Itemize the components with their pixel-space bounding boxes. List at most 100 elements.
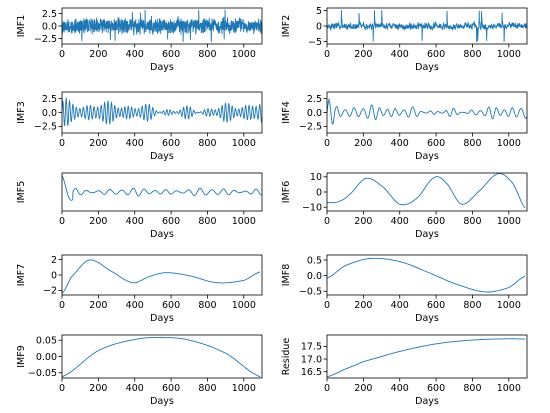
y-tick-label: 0.0 xyxy=(42,108,57,119)
x-tick-label: 200 xyxy=(89,216,107,227)
x-tick-label: 0 xyxy=(324,138,330,149)
panel-imf9: 0 200 400 600 800 1000 0.05 0.00 −0.05 Days IMF9 xyxy=(16,334,263,407)
x-tick-label: 1000 xyxy=(232,216,256,227)
x-tick-label: 800 xyxy=(463,49,481,60)
axes-frame xyxy=(61,172,263,212)
x-tick-label: 200 xyxy=(89,300,107,311)
x-tick-label: 600 xyxy=(427,49,445,60)
series-line-imf9 xyxy=(62,337,261,378)
x-tick-label: 400 xyxy=(391,216,409,227)
y-axis-label: IMF1 xyxy=(16,15,27,38)
x-tick-label: 600 xyxy=(427,216,445,227)
panel-residue: 0 200 400 600 800 1000 17.517.0 16.5 Days Residue xyxy=(281,334,528,407)
x-tick-label: 600 xyxy=(427,138,445,149)
axes-frame xyxy=(61,254,263,296)
y-tick-label: 0.5 xyxy=(307,255,322,266)
x-tick-label: 400 xyxy=(126,216,144,227)
y-tick-label: 17.5 xyxy=(301,342,322,353)
x-tick-label: 600 xyxy=(427,300,445,311)
y-tick-label: −10 xyxy=(302,203,322,214)
x-tick-label: 400 xyxy=(391,300,409,311)
y-tick-label: −2.5 xyxy=(34,122,57,133)
x-tick-label: 400 xyxy=(126,300,144,311)
axes-frame xyxy=(61,334,263,379)
y-axis-label: Residue xyxy=(281,338,292,376)
x-tick-label: 200 xyxy=(89,138,107,149)
y-tick-label: 2 xyxy=(51,255,57,266)
y-axis-label: IMF9 xyxy=(16,345,27,368)
x-tick-label: 400 xyxy=(391,138,409,149)
x-axis-label: Days xyxy=(150,396,174,407)
x-tick-label: 800 xyxy=(198,138,216,149)
panel-imf4: 0 200 400 600 800 1000 2.5 0.0 −2.5 Days IMF4 xyxy=(281,91,528,162)
y-tick-label: 16.5 xyxy=(301,367,322,378)
x-tick-label: 600 xyxy=(162,300,180,311)
x-tick-label: 1000 xyxy=(497,383,521,394)
axes-frame xyxy=(326,334,528,379)
panel-imf5: 0 200 400 600 800 1000 Days IMF5 xyxy=(16,172,263,240)
x-axis-label: Days xyxy=(415,62,439,73)
y-tick-label: 0.0 xyxy=(42,21,57,32)
series-line-imf5 xyxy=(62,175,262,201)
y-tick-label: 5 xyxy=(316,6,322,17)
y-axis-label: IMF4 xyxy=(281,101,292,124)
x-tick-label: 1000 xyxy=(497,216,521,227)
series-line-imf6 xyxy=(327,173,526,209)
x-tick-label: 200 xyxy=(89,383,107,394)
x-axis-label: Days xyxy=(150,313,174,324)
x-tick-label: 600 xyxy=(427,383,445,394)
x-axis-label: Days xyxy=(150,229,174,240)
x-tick-label: 800 xyxy=(463,138,481,149)
x-axis-label: Days xyxy=(415,396,439,407)
x-tick-label: 800 xyxy=(198,300,216,311)
x-tick-label: 200 xyxy=(354,383,372,394)
y-axis-label: IMF8 xyxy=(281,264,292,287)
x-axis-label: Days xyxy=(150,62,174,73)
y-tick-label: 0 xyxy=(316,187,322,198)
y-tick-label: −0.05 xyxy=(28,368,57,379)
y-axis-label: IMF3 xyxy=(16,101,27,124)
x-tick-label: 800 xyxy=(198,49,216,60)
y-tick-label: −2 xyxy=(43,286,57,297)
x-tick-label: 0 xyxy=(59,138,65,149)
x-axis-label: Days xyxy=(415,151,439,162)
x-tick-label: 0 xyxy=(59,300,65,311)
x-tick-label: 600 xyxy=(162,138,180,149)
x-tick-label: 0 xyxy=(324,383,330,394)
x-tick-label: 0 xyxy=(59,383,65,394)
x-tick-label: 800 xyxy=(463,300,481,311)
series-line-imf4 xyxy=(327,98,527,125)
x-tick-label: 1000 xyxy=(232,383,256,394)
x-axis-label: Days xyxy=(150,151,174,162)
x-tick-label: 400 xyxy=(391,49,409,60)
x-axis-label: Days xyxy=(415,229,439,240)
y-tick-label: 2.5 xyxy=(42,94,57,105)
y-axis-label: IMF7 xyxy=(16,264,27,287)
x-tick-label: 0 xyxy=(59,49,65,60)
y-tick-label: 0.0 xyxy=(307,108,322,119)
x-axis-label: Days xyxy=(415,313,439,324)
x-tick-label: 400 xyxy=(391,383,409,394)
y-axis-label: IMF6 xyxy=(281,181,292,204)
axes-frame xyxy=(326,254,528,296)
x-tick-label: 1000 xyxy=(232,300,256,311)
y-tick-label: 2.5 xyxy=(42,9,57,20)
y-tick-label: −2.5 xyxy=(34,34,57,45)
y-tick-label: 0.05 xyxy=(36,336,57,347)
x-tick-label: 200 xyxy=(89,49,107,60)
x-tick-label: 400 xyxy=(126,49,144,60)
panel-imf3: 0 200 400 600 800 1000 2.5 0.0 −2.5 Days IMF3 xyxy=(16,91,263,162)
x-tick-label: 800 xyxy=(463,216,481,227)
y-tick-label: 0.0 xyxy=(307,271,322,282)
x-tick-label: 0 xyxy=(324,300,330,311)
x-tick-label: 600 xyxy=(162,216,180,227)
y-tick-label: 0.00 xyxy=(36,352,57,363)
panel-imf1: 0 200 400 600 800 1000 2.50.0 −2.5 Days IMF1 xyxy=(16,7,263,73)
x-tick-label: 1000 xyxy=(497,49,521,60)
x-tick-label: 200 xyxy=(354,300,372,311)
x-tick-label: 200 xyxy=(354,138,372,149)
axes-frame xyxy=(326,172,528,212)
series-line-imf8 xyxy=(327,257,526,293)
